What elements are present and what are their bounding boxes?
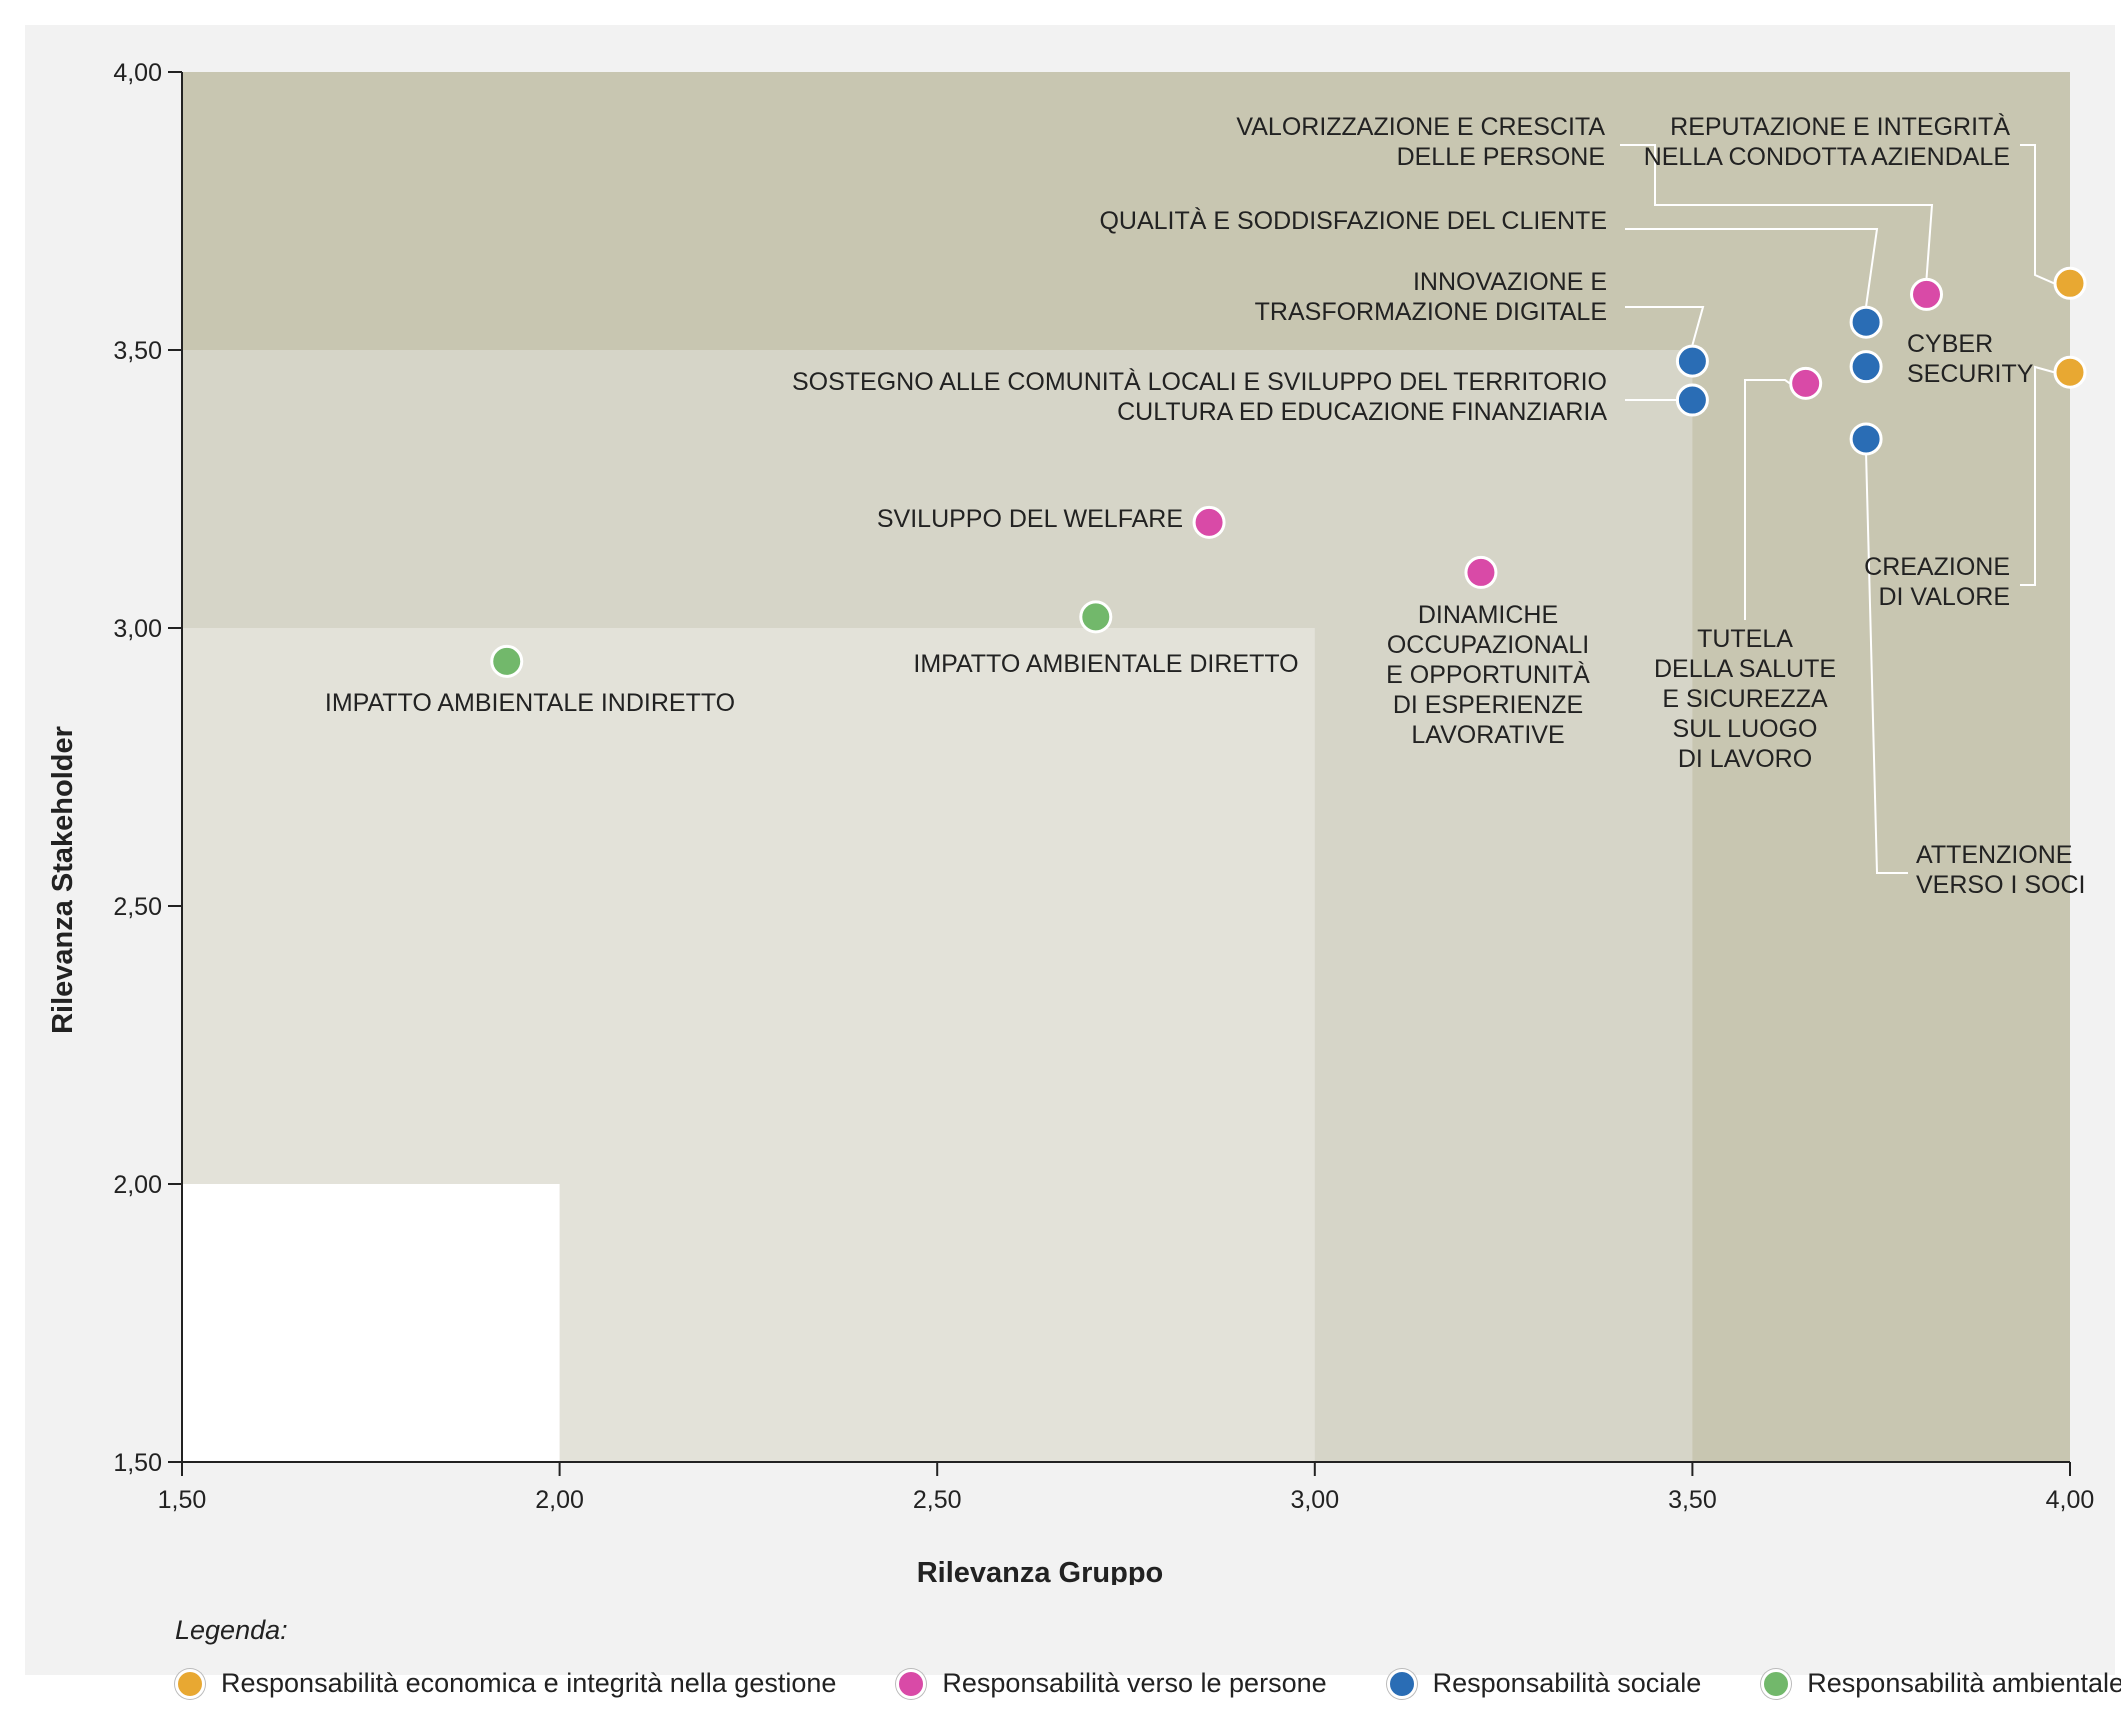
point-economica [2053, 266, 2087, 300]
point-label: ATTENZIONE [1916, 841, 2072, 869]
legend-label: Responsabilità verso le persone [942, 1668, 1327, 1698]
point-label: OCCUPAZIONALI [1387, 631, 1589, 659]
point-ambientale [490, 644, 524, 678]
legend-swatch [175, 1668, 205, 1699]
chart-panel: 1,50 2,00 2,50 3,00 3,50 4,00 1,50 2,00 2,50 3,00… [25, 25, 2121, 1699]
x-axis-title: Rilevanza Gruppo [917, 1557, 1164, 1585]
point-label: DELLA SALUTE [1654, 655, 1836, 683]
y-tick-label: 4,00 [113, 59, 162, 87]
legend-label: Responsabilità economica e integrità nel… [221, 1668, 837, 1698]
point-sociale [1675, 383, 1709, 417]
label-connector [2020, 365, 2055, 586]
point-label: LAVORATIVE [1411, 721, 1564, 749]
legend-item: Responsabilità economica e integrità nel… [175, 1668, 836, 1699]
x-tick-label: 3,00 [1290, 1486, 1339, 1514]
label-connector [1865, 454, 1908, 874]
point-sociale [1849, 422, 1883, 456]
point-label: QUALITÀ E SODDISFAZIONE DEL CLIENTE [1099, 206, 1607, 235]
legend-item: Responsabilità verso le persone [896, 1668, 1327, 1699]
x-tick-label: 2,00 [535, 1486, 584, 1514]
legend-title: Legenda: [175, 1615, 288, 1645]
y-tick-label: 3,50 [113, 337, 162, 365]
legend-label: Responsabilità sociale [1432, 1668, 1702, 1698]
axes-layer: 1,50 2,00 2,50 3,00 3,50 4,00 1,50 2,00 2,50 3,00… [113, 59, 2094, 1514]
point-persone [1789, 366, 1823, 400]
legend-item: Responsabilità sociale [1386, 1668, 1702, 1699]
point-label: VERSO I SOCI [1916, 871, 2085, 899]
y-tick-label: 1,50 [113, 1449, 162, 1477]
point-label: SECURITY [1907, 360, 2034, 388]
label-connector [1620, 144, 1934, 279]
point-label: INNOVAZIONE E [1413, 268, 1607, 296]
point-persone [1910, 277, 1944, 311]
materiality-chart: 1,50 2,00 2,50 3,00 3,50 4,00 1,50 2,00 2,50 3,00… [47, 59, 2094, 1585]
legend-swatch [1386, 1668, 1417, 1699]
point-persone [1192, 505, 1226, 539]
x-tick-label: 4,00 [2046, 1486, 2095, 1514]
point-label: VALORIZZAZIONE E CRESCITA [1236, 113, 1605, 141]
label-connector [2020, 144, 2055, 285]
point-sociale [1675, 344, 1709, 378]
point-label: E OPPORTUNITÀ [1386, 660, 1590, 689]
point-economica [2053, 355, 2087, 389]
x-tick-label: 3,50 [1668, 1486, 1717, 1514]
region-3 [182, 1184, 560, 1462]
point-label: SOSTEGNO ALLE COMUNITÀ LOCALI E SVILUPPO… [792, 367, 1607, 396]
point-ambientale [1079, 600, 1113, 634]
point-sociale [1849, 305, 1883, 339]
point-label: REPUTAZIONE E INTEGRITÀ [1670, 112, 2010, 141]
point-label: DELLE PERSONE [1397, 143, 1605, 171]
point-label: SVILUPPO DEL WELFARE [877, 505, 1183, 533]
label-connector [1625, 228, 1879, 307]
label-connector [1744, 379, 1791, 620]
point-label: E SICUREZZA [1662, 685, 1828, 713]
point-label: DI ESPERIENZE [1393, 691, 1583, 719]
point-label: DINAMICHE [1418, 601, 1558, 629]
point-label: IMPATTO AMBIENTALE INDIRETTO [325, 689, 735, 717]
point-label: SUL LUOGO [1673, 715, 1818, 743]
legend-swatch [896, 1668, 927, 1699]
connectors-layer [1620, 144, 2055, 874]
y-tick-label: 2,50 [113, 893, 162, 921]
point-label: DI LAVORO [1678, 745, 1812, 773]
x-tick-label: 1,50 [158, 1486, 207, 1514]
legend: Legenda: Responsabilità economica e inte… [175, 1615, 2121, 1699]
point-persone [1464, 555, 1498, 589]
point-label: TUTELA [1697, 625, 1793, 653]
regions-layer [182, 72, 2070, 1462]
point-label: CULTURA ED EDUCAZIONE FINANZIARIA [1117, 398, 1607, 426]
point-label: IMPATTO AMBIENTALE DIRETTO [913, 650, 1298, 678]
point-label: TRASFORMAZIONE DIGITALE [1255, 298, 1607, 326]
point-label: CREAZIONE [1864, 553, 2010, 581]
x-tick-label: 2,50 [913, 1486, 962, 1514]
y-tick-label: 3,00 [113, 615, 162, 643]
point-label: DI VALORE [1878, 583, 2010, 611]
y-tick-label: 2,00 [113, 1171, 162, 1199]
legend-swatch [1761, 1668, 1792, 1699]
points-layer [490, 266, 2087, 678]
legend-items: Responsabilità economica e integrità nel… [175, 1668, 2121, 1699]
legend-item: Responsabilità ambientale [1761, 1668, 2121, 1699]
point-label: CYBER [1907, 330, 1993, 358]
legend-label: Responsabilità ambientale [1807, 1668, 2121, 1698]
point-label: NELLA CONDOTTA AZIENDALE [1644, 143, 2010, 171]
y-axis-title: Rilevanza Stakeholder [47, 726, 79, 1034]
label-connector [1625, 306, 1705, 346]
point-sociale [1849, 350, 1883, 384]
